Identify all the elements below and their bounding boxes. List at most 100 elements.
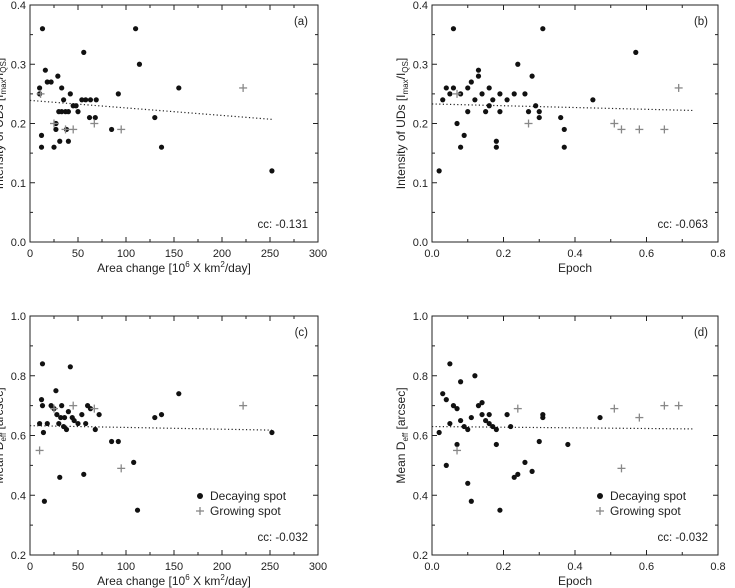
decaying-point: [490, 423, 496, 430]
decaying-point: [436, 168, 442, 174]
decaying-point: [493, 426, 499, 433]
decaying-point: [558, 114, 564, 121]
x-tick-label: 100: [117, 248, 135, 260]
decaying-point: [479, 411, 485, 418]
y-axis-title: Mean Deff [arcsec]: [0, 387, 8, 483]
x-tick-label: 0.6: [639, 561, 654, 573]
panel-a: 0 50 100 150 200 250 300 0.0 0.1 0.2 0.3 0.4 Area ch…: [0, 0, 327, 275]
decaying-point: [83, 420, 89, 427]
y-tick-label: 0.8: [413, 371, 428, 383]
decaying-point: [59, 109, 65, 115]
decaying-point: [504, 97, 510, 103]
decaying-point: [75, 109, 81, 115]
decaying-point: [109, 438, 115, 445]
panel-label: (d): [694, 327, 708, 339]
y-tick-label: 0.8: [11, 371, 26, 383]
decaying-point: [81, 49, 87, 56]
decaying-point: [86, 114, 93, 121]
x-tick-label: 0.2: [496, 561, 511, 573]
decaying-point: [468, 79, 474, 85]
decaying-point: [511, 474, 517, 480]
decaying-point: [468, 414, 474, 421]
y-tick-label: 0.1: [413, 178, 428, 190]
plot-frame: [29, 4, 319, 243]
decaying-point: [633, 49, 639, 56]
growing-point: [239, 83, 248, 92]
decaying-point: [67, 91, 73, 97]
decaying-point: [450, 403, 457, 409]
decaying-point: [109, 126, 115, 133]
decaying-point: [269, 429, 275, 436]
growing-point: [660, 401, 669, 410]
decaying-point: [65, 138, 71, 144]
growing-point: [35, 446, 44, 455]
decaying-point: [458, 417, 464, 424]
x-tick-label: 200: [213, 561, 231, 573]
growing-point: [453, 89, 462, 98]
growing-point: [617, 464, 626, 473]
decaying-point: [475, 73, 482, 79]
decaying-point: [87, 97, 94, 103]
x-tick-label: 0: [27, 561, 33, 573]
y-tick-label: 0.4: [11, 0, 26, 12]
decaying-point: [41, 498, 48, 504]
decaying-point: [59, 85, 65, 91]
decaying-point: [92, 114, 98, 121]
decaying-point: [93, 97, 99, 103]
decaying-point: [522, 459, 528, 465]
decaying-point: [61, 414, 68, 421]
y-tick-label: 0.1: [11, 178, 26, 190]
decaying-point: [454, 406, 460, 412]
decaying-point: [486, 85, 492, 91]
decaying-point: [461, 423, 467, 430]
decaying-point: [81, 471, 87, 477]
decaying-point: [57, 138, 63, 144]
decaying-point: [443, 462, 449, 468]
decaying-point: [75, 420, 81, 427]
growing-point: [61, 125, 70, 134]
decaying-point: [133, 26, 139, 32]
growing-point: [660, 125, 669, 134]
fit-line: [431, 425, 693, 430]
y-tick-label: 1.0: [11, 311, 26, 323]
growing-point: [674, 83, 683, 92]
decaying-point: [79, 411, 85, 418]
decaying-point: [67, 364, 73, 370]
decaying-point: [450, 85, 457, 91]
decaying-point: [447, 91, 453, 97]
decaying-point: [38, 397, 45, 403]
decaying-point: [40, 429, 47, 436]
decaying-point: [483, 109, 489, 115]
growing-point: [453, 446, 462, 455]
growing-point: [610, 404, 619, 413]
fit-line: [29, 425, 272, 431]
decaying-point: [96, 411, 102, 418]
decaying-point: [533, 103, 539, 109]
decaying-point: [536, 438, 542, 445]
decaying-point: [540, 26, 546, 32]
decaying-point: [131, 459, 137, 465]
decaying-point: [454, 120, 460, 127]
panel-d: 0.0 0.2 0.4 0.6 0.80.20.40.60.81.0EpochMean …: [394, 311, 726, 588]
decaying-point: [479, 91, 485, 97]
decaying-point: [176, 391, 182, 397]
decaying-point: [454, 441, 460, 448]
decaying-point: [51, 144, 57, 150]
decaying-point: [115, 438, 121, 445]
decaying-point: [440, 391, 446, 397]
decaying-point: [486, 420, 492, 427]
decaying-point: [450, 26, 457, 32]
decaying-point: [53, 126, 59, 133]
x-tick-label: 0.2: [496, 248, 511, 260]
decaying-point: [55, 73, 61, 79]
correlation-coefficient: cc: -0.131: [258, 219, 309, 231]
decaying-point: [493, 441, 499, 448]
decaying-point: [465, 85, 471, 91]
decaying-point: [65, 109, 71, 115]
decaying-point: [39, 361, 46, 367]
x-tick-label: 300: [309, 561, 327, 573]
decaying-point: [465, 426, 471, 433]
decaying-point: [65, 409, 71, 415]
decaying-point: [42, 67, 48, 73]
x-tick-label: 100: [117, 561, 135, 573]
